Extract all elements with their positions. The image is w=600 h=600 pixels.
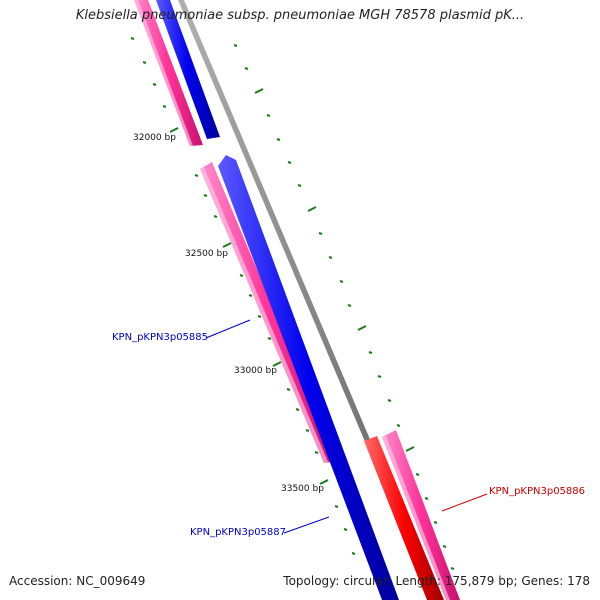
scale-label-32000: 32000 bp	[133, 133, 176, 143]
scale-ticks-left	[130, 37, 356, 555]
accession-text: Accession: NC_009649	[9, 574, 146, 588]
gene-label-05885[interactable]: KPN_pKPN3p05885	[112, 332, 209, 343]
plasmid-title: Klebsiella pneumoniae subsp. pneumoniae …	[75, 8, 525, 23]
leader-line-05885	[205, 319, 251, 339]
scale-ticks-right	[233, 44, 455, 570]
gene-pink-lower-edge	[382, 436, 450, 600]
gene-blue-upper[interactable]	[156, 0, 220, 139]
gene-red-05886[interactable]	[364, 436, 444, 600]
leader-line-05887	[283, 516, 330, 534]
scale-label-32500: 32500 bp	[185, 249, 228, 259]
scale-label-33000: 33000 bp	[234, 366, 277, 376]
gene-label-05887[interactable]: KPN_pKPN3p05887	[190, 527, 287, 538]
leader-line-05886	[441, 493, 488, 512]
gene-blue-05887[interactable]	[218, 155, 399, 600]
gene-pink-lower[interactable]	[382, 430, 460, 600]
gene-pink-upper-edge	[134, 0, 193, 146]
gene-pink-05885-edge	[200, 167, 328, 463]
scale-label-33500: 33500 bp	[281, 484, 324, 494]
topology-summary: Topology: circular; Length: 175,879 bp; …	[283, 574, 590, 588]
gene-label-05886[interactable]: KPN_pKPN3p05886	[489, 486, 586, 497]
